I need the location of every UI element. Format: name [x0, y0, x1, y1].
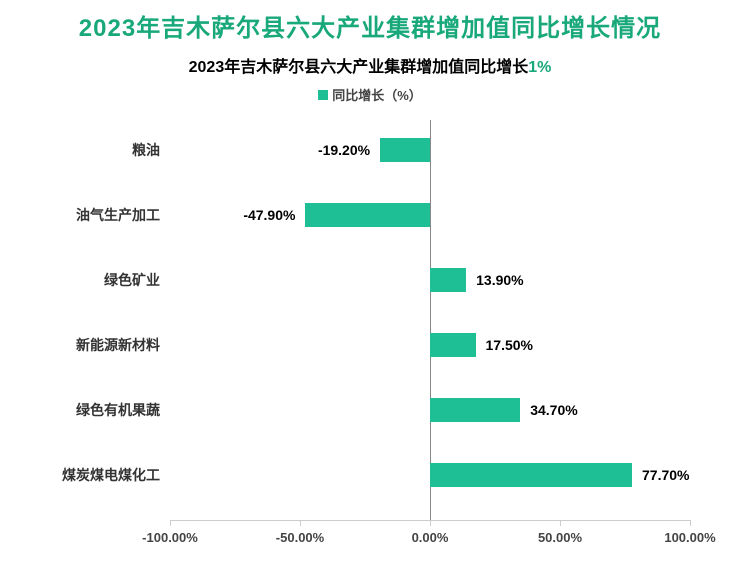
bar-value-label: 17.50% [486, 337, 533, 353]
legend-text: 同比增长（%） [332, 88, 422, 103]
x-tick-label: 100.00% [664, 530, 715, 545]
category-label: 煤炭煤电煤化工 [30, 465, 160, 485]
chart-subtitle: 2023年吉木萨尔县六大产业集群增加值同比增长1% [0, 53, 740, 77]
bar-value-label: 34.70% [530, 402, 577, 418]
category-label: 绿色矿业 [30, 270, 160, 290]
category-label: 新能源新材料 [30, 335, 160, 355]
x-tick-label: 0.00% [412, 530, 449, 545]
chart-title: 2023年吉木萨尔县六大产业集群增加值同比增长情况 [0, 0, 740, 43]
bar [430, 463, 632, 487]
bar [430, 268, 466, 292]
x-tick-label: 50.00% [538, 530, 582, 545]
subtitle-prefix: 2023年吉木萨尔县六大产业集群增加值同比增长 [189, 59, 529, 76]
x-tick [170, 520, 171, 526]
bar-row: 34.70% [170, 398, 690, 422]
bar-value-label: 13.90% [476, 272, 523, 288]
bar [305, 203, 430, 227]
bar [430, 398, 520, 422]
category-label: 绿色有机果蔬 [30, 400, 160, 420]
category-label: 粮油 [30, 140, 160, 160]
chart-legend: 同比增长（%） [0, 85, 740, 104]
subtitle-highlight: 1% [528, 59, 551, 76]
x-tick [430, 520, 431, 526]
category-label: 油气生产加工 [30, 205, 160, 225]
x-tick [300, 520, 301, 526]
bar-value-label: -47.90% [243, 207, 295, 223]
bar-value-label: 77.70% [642, 467, 689, 483]
x-axis: -100.00%-50.00%0.00%50.00%100.00% [170, 520, 690, 570]
bar [380, 138, 430, 162]
bar-row: 13.90% [170, 268, 690, 292]
bar-value-label: -19.20% [318, 142, 370, 158]
bar-row: -47.90% [170, 203, 690, 227]
x-tick [560, 520, 561, 526]
chart-area: -19.20% -47.90% 13.90% 17.50% 34.70% 77.70% -… [30, 120, 710, 570]
zero-axis-line [430, 120, 431, 520]
bar-row: 77.70% [170, 463, 690, 487]
legend-marker [318, 90, 328, 100]
bar-row: -19.20% [170, 138, 690, 162]
bar-row: 17.50% [170, 333, 690, 357]
x-tick [690, 520, 691, 526]
chart-plot: -19.20% -47.90% 13.90% 17.50% 34.70% 77.70% [170, 120, 690, 520]
x-tick-label: -100.00% [142, 530, 198, 545]
x-tick-label: -50.00% [276, 530, 324, 545]
bar [430, 333, 476, 357]
